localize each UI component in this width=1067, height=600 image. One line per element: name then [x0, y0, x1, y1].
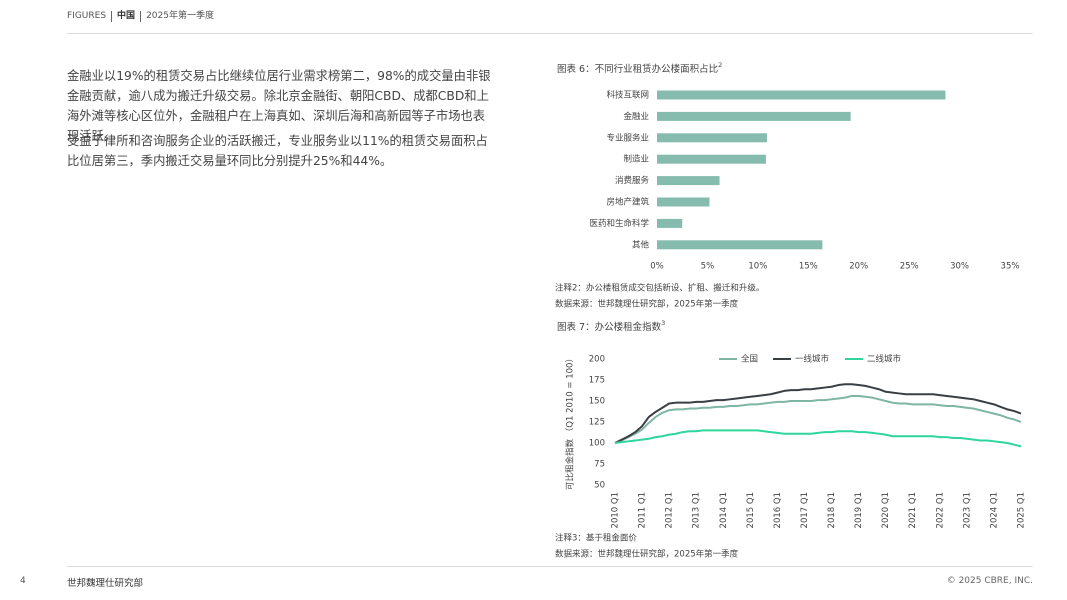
y-tick-label: 100 [589, 439, 605, 449]
header: FIGURES 中国 2025年第一季度 [67, 11, 219, 22]
bar [657, 218, 683, 228]
bar [657, 197, 710, 207]
chart-note: 注释2：办公楼租赁成交包括新设、扩租、搬迁和升级。 [555, 283, 764, 294]
paragraph: 受益于律所和咨询服务企业的活跃搬迁，专业服务业以11%的租赁交易面积占比位居第三… [67, 134, 488, 168]
legend-label: 二线城市 [867, 354, 902, 365]
series-line [614, 394, 1022, 444]
series-line [614, 429, 1022, 448]
x-tick-label: 2023 Q1 [962, 492, 972, 528]
x-tick-label: 2010 Q1 [611, 492, 621, 528]
chart-note: 数据来源：世邦魏理仕研究部，2025年第一季度 [555, 299, 739, 310]
x-tick-label: 30% [950, 262, 969, 272]
footer-rule [67, 566, 1033, 567]
x-tick-label: 20% [849, 262, 868, 272]
bar [657, 154, 766, 164]
paragraph: 金融业以19%的租赁交易占比继续位居行业需求榜第二，98%的成交量由非银金融贡献… [67, 69, 491, 143]
x-tick-label: 2014 Q1 [719, 492, 729, 528]
x-tick-label: 2012 Q1 [665, 492, 675, 528]
bar [657, 240, 823, 250]
x-tick-label: 2016 Q1 [773, 492, 783, 528]
y-tick-label: 175 [589, 376, 605, 386]
y-tick-label: 医药和生命科学 [589, 218, 649, 229]
page-number: 4 [20, 576, 26, 586]
footer-source: 世邦魏理仕研究部 [67, 578, 144, 589]
bar [657, 111, 851, 121]
x-tick-label: 2019 Q1 [854, 492, 864, 528]
y-tick-label: 50 [594, 481, 605, 491]
bar-chart: 图表 6：不同行业租赁办公楼面积占比2 注释2：办公楼租赁成交包括新设、扩租、搬迁… [555, 61, 1020, 310]
y-tick-label: 150 [589, 397, 605, 407]
chart-note: 数据来源：世邦魏理仕研究部，2025年第一季度 [555, 549, 739, 560]
chart-title: 图表 6：不同行业租赁办公楼面积占比2 [557, 61, 722, 75]
line-chart: 图表 7：办公楼租金指数3 注释3：基于租金面价数据来源：世邦魏理仕研究部，202… [555, 319, 1027, 560]
chart-title: 图表 7：办公楼租金指数3 [557, 319, 665, 333]
y-tick-label: 专业服务业 [606, 132, 649, 143]
x-tick-label: 2024 Q1 [989, 492, 999, 528]
chart-title-text: 图表 7：办公楼租金指数 [557, 321, 662, 333]
title-superscript: 2 [718, 61, 722, 69]
x-tick-label: 2021 Q1 [908, 492, 918, 528]
x-tick-label: 2013 Q1 [692, 492, 702, 528]
series-line [614, 383, 1022, 444]
legend-label: 一线城市 [795, 354, 830, 365]
header-period: 2025年第一季度 [140, 11, 219, 22]
legend-label: 全国 [741, 354, 758, 365]
y-axis-label: 可比租金指数 （Q1 2010 = 100） [565, 354, 576, 490]
x-tick-label: 10% [748, 262, 767, 272]
x-tick-label: 2015 Q1 [746, 492, 756, 528]
x-tick-label: 15% [799, 262, 818, 272]
chart-note: 注释3：基于租金面价 [555, 533, 637, 544]
x-tick-label: 2018 Q1 [827, 492, 837, 528]
y-tick-label: 消费服务 [615, 175, 650, 186]
y-tick-label: 制造业 [623, 154, 649, 165]
chart-title-text: 图表 6：不同行业租赁办公楼面积占比 [557, 63, 718, 75]
x-tick-label: 2020 Q1 [881, 492, 891, 528]
bar [657, 133, 767, 143]
y-tick-label: 房地产建筑 [606, 197, 649, 208]
x-tick-label: 2022 Q1 [935, 492, 945, 528]
x-tick-label: 2025 Q1 [1017, 492, 1027, 528]
header-region: 中国 [111, 11, 140, 22]
x-tick-label: 25% [900, 262, 919, 272]
x-tick-label: 2017 Q1 [800, 492, 810, 528]
copyright: © 2025 CBRE, INC. [946, 576, 1033, 586]
y-tick-label: 其他 [632, 239, 650, 250]
y-tick-label: 金融业 [623, 111, 649, 122]
y-tick-label: 125 [589, 418, 605, 428]
header-label: FIGURES [67, 11, 107, 21]
x-tick-label: 2011 Q1 [638, 492, 648, 528]
y-tick-label: 200 [589, 355, 605, 365]
x-tick-label: 35% [1001, 262, 1020, 272]
bar [657, 90, 946, 100]
y-tick-label: 科技互联网 [606, 90, 649, 101]
header-rule [67, 33, 1033, 34]
title-superscript: 3 [661, 319, 665, 327]
x-tick-label: 5% [701, 262, 715, 272]
x-tick-label: 0% [650, 262, 664, 272]
bar [657, 176, 720, 186]
y-tick-label: 75 [594, 460, 605, 470]
